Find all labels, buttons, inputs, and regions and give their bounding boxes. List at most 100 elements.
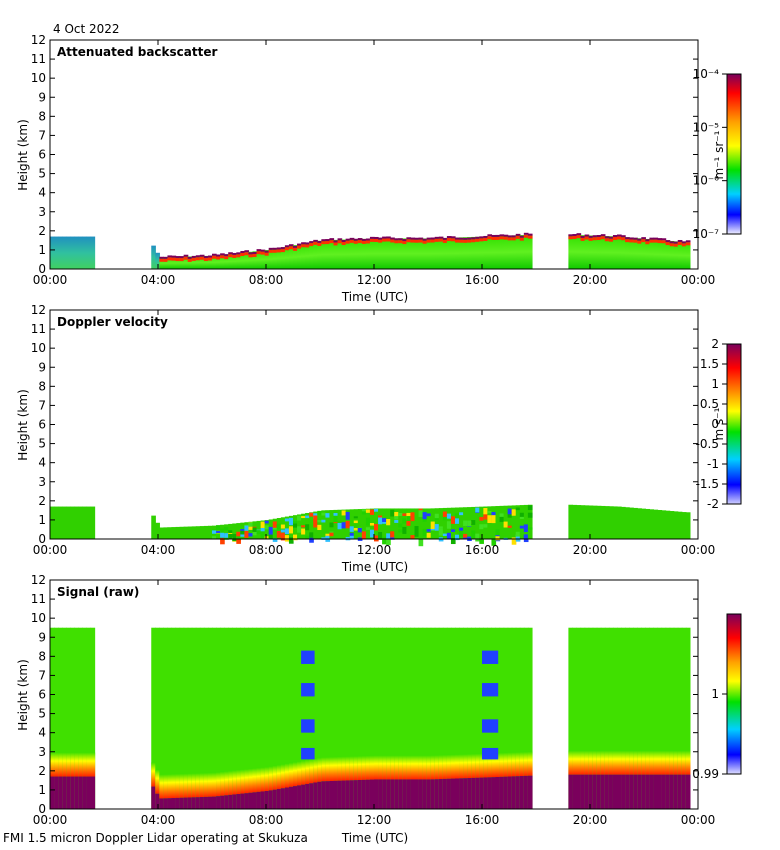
backscatter-column (673, 241, 679, 269)
velocity-cell (369, 529, 375, 538)
signal-column (337, 627, 343, 809)
velocity-cell (455, 518, 460, 524)
signal-ground (240, 793, 245, 809)
backscatter-cloud-layer (507, 235, 513, 238)
backscatter-cloud-layer (369, 236, 375, 239)
velocity-cell (220, 531, 225, 538)
colorbar-ticks: 10.99 (692, 687, 727, 781)
y-tick-label: 12 (31, 303, 46, 317)
velocity-column (195, 526, 201, 539)
signal-ground (337, 780, 343, 809)
velocity-cell (349, 535, 355, 540)
signal-boundary-layer (446, 754, 452, 779)
velocity-cell (402, 526, 407, 534)
signal-ground (479, 777, 484, 809)
signal-ground (248, 792, 254, 809)
backscatter-cloud-layer (450, 238, 456, 242)
backscatter-cloud-layer (325, 241, 331, 245)
signal-column (191, 627, 197, 809)
velocity-column (653, 509, 659, 539)
backscatter-cloud-layer (487, 234, 493, 237)
velocity-cell (487, 515, 493, 523)
backscatter-column (641, 238, 646, 269)
signal-ground (305, 783, 310, 809)
backscatter-cloud-layer (685, 242, 691, 246)
signal-column (584, 627, 590, 809)
backscatter-cloud-layer (345, 238, 351, 241)
velocity-column (665, 510, 671, 539)
backscatter-column (455, 237, 460, 269)
velocity-cell (519, 525, 525, 529)
signal-boundary-layer (406, 755, 412, 780)
signal-column (62, 627, 67, 809)
backscatter-cloud-layer (353, 238, 359, 241)
velocity-cell (402, 513, 407, 516)
signal-ground (398, 779, 403, 809)
signal-boundary-layer (637, 750, 642, 775)
signal-column (78, 627, 83, 809)
velocity-column (629, 507, 634, 539)
signal-ground (264, 791, 270, 809)
signal-boundary-layer (195, 773, 201, 798)
velocity-cell (276, 531, 282, 538)
velocity-column (175, 526, 181, 539)
plot-area (50, 310, 698, 539)
backscatter-cloud-layer (459, 237, 464, 240)
backscatter-column (398, 238, 403, 269)
signal-boundary-layer (244, 769, 250, 794)
backscatter-cloud-layer (382, 238, 387, 242)
signal-column (175, 627, 181, 809)
backscatter-column (66, 236, 71, 269)
signal-boundary-layer (305, 759, 310, 784)
backscatter-cloud-layer (301, 242, 306, 245)
backscatter-cloud-layer (357, 238, 363, 241)
signal-ground (309, 783, 314, 809)
backscatter-cloud-layer (349, 237, 355, 240)
backscatter-column (600, 235, 606, 269)
backscatter-column (228, 253, 233, 269)
signal-boundary-layer (390, 755, 395, 780)
backscatter-cloud-layer (641, 239, 646, 243)
backscatter-cloud-layer (511, 237, 517, 241)
signal-column (621, 627, 626, 809)
signal-ground (325, 781, 331, 809)
signal-ground (402, 779, 407, 809)
backscatter-cloud-layer (511, 235, 517, 238)
velocity-cell (345, 520, 351, 529)
colorbar-tick-label: 1.5 (700, 357, 719, 371)
backscatter-cloud-layer (244, 252, 250, 256)
velocity-cell (455, 534, 460, 541)
backscatter-column (406, 238, 412, 269)
velocity-cell (252, 527, 258, 532)
velocity-column (604, 506, 610, 539)
backscatter-cloud-layer (495, 236, 501, 240)
signal-column (203, 627, 209, 809)
backscatter-cloud-layer (479, 238, 484, 242)
signal-boundary-layer (329, 756, 335, 781)
backscatter-cloud-layer (236, 252, 241, 255)
signal-ground (414, 779, 420, 809)
velocity-cell (264, 536, 270, 539)
colorbar-tick-label: -2 (707, 497, 719, 511)
velocity-column (361, 508, 367, 539)
velocity-cell (374, 508, 379, 512)
signal-ground (491, 777, 497, 809)
signal-boundary-layer (155, 769, 160, 794)
signal-ground (649, 774, 655, 809)
velocity-cell (438, 528, 444, 536)
backscatter-cloud-layer (301, 244, 306, 248)
backscatter-cloud-layer (191, 257, 197, 261)
velocity-cell (398, 529, 403, 533)
backscatter-cloud-layer (207, 255, 213, 258)
backscatter-cloud-layer (386, 238, 391, 242)
signal-boundary-layer (665, 750, 671, 775)
velocity-column (86, 506, 92, 539)
signal-ground (155, 793, 160, 809)
colorbar-tick-label: -1 (707, 457, 719, 471)
velocity-cell (232, 534, 237, 542)
backscatter-column (62, 236, 67, 269)
velocity-cell (483, 524, 488, 528)
y-axis-label: Height (km) (16, 389, 30, 460)
backscatter-cloud-layer (475, 238, 480, 242)
velocity-column (151, 515, 156, 539)
